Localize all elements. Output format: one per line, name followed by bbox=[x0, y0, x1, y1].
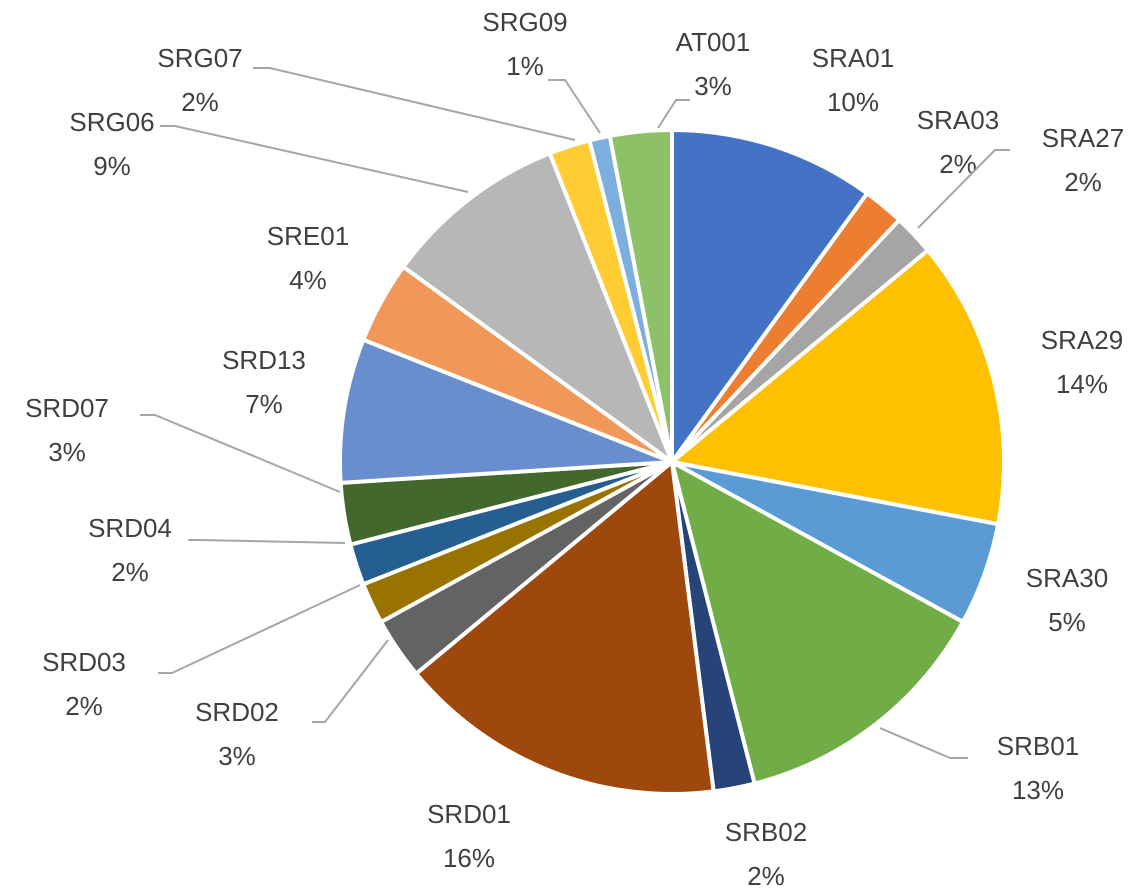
leader-line bbox=[253, 67, 576, 141]
pie-slice bbox=[400, 150, 677, 468]
slice-label: SRD03 bbox=[42, 647, 126, 677]
slice-value-label: 3% bbox=[694, 71, 732, 101]
slice-value-label: 16% bbox=[443, 843, 495, 873]
slice-value-label: 2% bbox=[65, 691, 103, 721]
slice-value-label: 2% bbox=[181, 87, 219, 117]
slice-value-label: 5% bbox=[1048, 607, 1086, 637]
pie-slice bbox=[667, 247, 1006, 527]
leader-line bbox=[312, 639, 389, 723]
slice-value-label: 4% bbox=[289, 265, 327, 295]
slice-label: SRG06 bbox=[69, 107, 154, 137]
slice-value-label: 2% bbox=[747, 861, 785, 891]
pie-slice bbox=[670, 127, 870, 469]
slice-label: SRA27 bbox=[1042, 123, 1124, 153]
pie-slice bbox=[668, 458, 966, 787]
slice-value-label: 2% bbox=[1064, 167, 1102, 197]
slice-label: SRD13 bbox=[222, 345, 306, 375]
slice-value-label: 10% bbox=[827, 87, 879, 117]
leader-line bbox=[160, 125, 469, 193]
slice-value-label: 13% bbox=[1012, 775, 1064, 805]
slice-value-label: 14% bbox=[1056, 369, 1108, 399]
slice-value-label: 3% bbox=[218, 741, 256, 771]
slice-label: SRE01 bbox=[267, 221, 349, 251]
leader-line bbox=[158, 584, 361, 674]
slice-label: SRA30 bbox=[1026, 563, 1108, 593]
slice-label: SRD04 bbox=[88, 513, 172, 543]
slice-label: SRD02 bbox=[195, 697, 279, 727]
slice-value-label: 9% bbox=[93, 151, 131, 181]
slice-label: SRA03 bbox=[917, 105, 999, 135]
slice-value-label: 7% bbox=[245, 389, 283, 419]
pie-slice bbox=[413, 458, 716, 796]
leader-line bbox=[657, 99, 690, 129]
slice-label: SRD07 bbox=[25, 393, 109, 423]
slice-label: SRA01 bbox=[812, 43, 894, 73]
slice-value-label: 3% bbox=[48, 437, 86, 467]
slice-label: SRG09 bbox=[482, 7, 567, 37]
leader-line bbox=[879, 727, 968, 759]
slice-label: SRG07 bbox=[157, 43, 242, 73]
leader-line bbox=[140, 414, 341, 493]
pie-slice bbox=[338, 337, 673, 485]
slice-label: SRB02 bbox=[725, 817, 807, 847]
leader-line bbox=[188, 539, 346, 544]
leader-line bbox=[548, 79, 601, 134]
slice-value-label: 1% bbox=[506, 51, 544, 81]
slice-label: SRB01 bbox=[997, 731, 1079, 761]
slice-label: SRD01 bbox=[427, 799, 511, 829]
slice-label: AT001 bbox=[676, 27, 751, 57]
leader-line bbox=[917, 149, 1010, 229]
pie-slice bbox=[607, 127, 674, 463]
slice-value-label: 2% bbox=[111, 557, 149, 587]
slice-label: SRA29 bbox=[1041, 325, 1123, 355]
